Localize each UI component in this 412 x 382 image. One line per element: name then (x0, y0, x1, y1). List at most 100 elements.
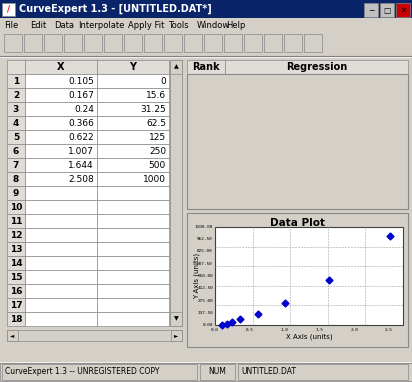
Text: 0.105: 0.105 (68, 76, 94, 86)
FancyBboxPatch shape (97, 130, 169, 144)
FancyBboxPatch shape (7, 298, 25, 312)
FancyBboxPatch shape (25, 298, 97, 312)
FancyBboxPatch shape (7, 172, 25, 186)
FancyBboxPatch shape (25, 116, 97, 130)
Text: ►: ► (174, 333, 179, 338)
Text: Regression: Regression (286, 62, 347, 72)
Text: Rank: Rank (192, 62, 220, 72)
Text: File: File (4, 21, 18, 29)
Text: ◄: ◄ (10, 333, 14, 338)
FancyBboxPatch shape (284, 34, 302, 52)
FancyBboxPatch shape (204, 34, 222, 52)
Text: 4: 4 (13, 118, 19, 128)
Text: ▼: ▼ (173, 317, 178, 322)
FancyBboxPatch shape (264, 34, 282, 52)
FancyBboxPatch shape (24, 34, 42, 52)
Text: 10: 10 (10, 202, 22, 212)
Text: 0.366: 0.366 (68, 118, 94, 128)
Text: 13: 13 (10, 244, 22, 254)
Text: 2.5: 2.5 (385, 328, 393, 332)
FancyBboxPatch shape (97, 172, 169, 186)
Text: Interpolate: Interpolate (78, 21, 124, 29)
Text: Y: Y (129, 62, 136, 72)
Text: Data: Data (54, 21, 74, 29)
Text: Tools: Tools (168, 21, 189, 29)
FancyBboxPatch shape (2, 364, 197, 380)
Text: 1.0: 1.0 (281, 328, 288, 332)
FancyBboxPatch shape (364, 3, 378, 17)
Text: 0.167: 0.167 (68, 91, 94, 99)
FancyBboxPatch shape (25, 284, 97, 298)
Text: ▲: ▲ (173, 65, 178, 70)
Text: 17: 17 (10, 301, 22, 309)
FancyBboxPatch shape (25, 270, 97, 284)
FancyBboxPatch shape (7, 130, 25, 144)
FancyBboxPatch shape (97, 256, 169, 270)
Text: 11: 11 (10, 217, 22, 225)
FancyBboxPatch shape (380, 3, 394, 17)
Text: Help: Help (226, 21, 246, 29)
FancyBboxPatch shape (2, 3, 15, 16)
FancyBboxPatch shape (7, 312, 25, 326)
FancyBboxPatch shape (7, 200, 25, 214)
FancyBboxPatch shape (25, 158, 97, 172)
FancyBboxPatch shape (124, 34, 142, 52)
FancyBboxPatch shape (25, 186, 97, 200)
FancyBboxPatch shape (7, 116, 25, 130)
Text: X Axis (units): X Axis (units) (286, 334, 332, 340)
Text: 15: 15 (10, 272, 22, 282)
Text: 0.5: 0.5 (246, 328, 254, 332)
FancyBboxPatch shape (7, 88, 25, 102)
FancyBboxPatch shape (200, 364, 235, 380)
Text: Edit: Edit (30, 21, 46, 29)
FancyBboxPatch shape (224, 34, 242, 52)
Text: 18: 18 (10, 314, 22, 324)
FancyBboxPatch shape (25, 228, 97, 242)
FancyBboxPatch shape (25, 102, 97, 116)
FancyBboxPatch shape (25, 60, 97, 74)
FancyBboxPatch shape (25, 312, 97, 326)
FancyBboxPatch shape (97, 144, 169, 158)
Text: Data Plot: Data Plot (270, 218, 325, 228)
FancyBboxPatch shape (97, 102, 169, 116)
FancyBboxPatch shape (25, 88, 97, 102)
Text: 9: 9 (13, 188, 19, 197)
Text: 0.24: 0.24 (74, 105, 94, 113)
FancyBboxPatch shape (184, 34, 202, 52)
Text: ✕: ✕ (400, 5, 406, 15)
FancyBboxPatch shape (97, 200, 169, 214)
Text: 0.622: 0.622 (68, 133, 94, 141)
FancyBboxPatch shape (187, 213, 408, 347)
Text: 125: 125 (149, 133, 166, 141)
FancyBboxPatch shape (7, 256, 25, 270)
FancyBboxPatch shape (0, 18, 412, 32)
Text: 15.6: 15.6 (146, 91, 166, 99)
Text: 12: 12 (10, 230, 22, 240)
FancyBboxPatch shape (304, 34, 322, 52)
Text: 0.0: 0.0 (211, 328, 219, 332)
FancyBboxPatch shape (25, 214, 97, 228)
FancyBboxPatch shape (97, 186, 169, 200)
Text: Apply Fit: Apply Fit (128, 21, 164, 29)
Text: 1.5: 1.5 (316, 328, 323, 332)
FancyBboxPatch shape (187, 60, 225, 74)
Text: Y Axis (units): Y Axis (units) (194, 253, 200, 299)
Text: 1.644: 1.644 (68, 160, 94, 170)
FancyBboxPatch shape (0, 58, 412, 349)
FancyBboxPatch shape (164, 34, 182, 52)
Text: 1.007: 1.007 (68, 147, 94, 155)
FancyBboxPatch shape (97, 214, 169, 228)
FancyBboxPatch shape (97, 88, 169, 102)
Text: 2.508: 2.508 (68, 175, 94, 183)
FancyBboxPatch shape (97, 60, 169, 74)
Text: /: / (7, 5, 10, 13)
FancyBboxPatch shape (7, 330, 182, 341)
Text: CurveExpert 1.3 -- UNREGISTERED COPY: CurveExpert 1.3 -- UNREGISTERED COPY (5, 367, 159, 377)
FancyBboxPatch shape (170, 312, 182, 326)
Text: 5: 5 (13, 133, 19, 141)
Text: X: X (57, 62, 65, 72)
FancyBboxPatch shape (64, 34, 82, 52)
Text: 16: 16 (10, 286, 22, 296)
FancyBboxPatch shape (7, 330, 18, 341)
FancyBboxPatch shape (25, 74, 97, 88)
